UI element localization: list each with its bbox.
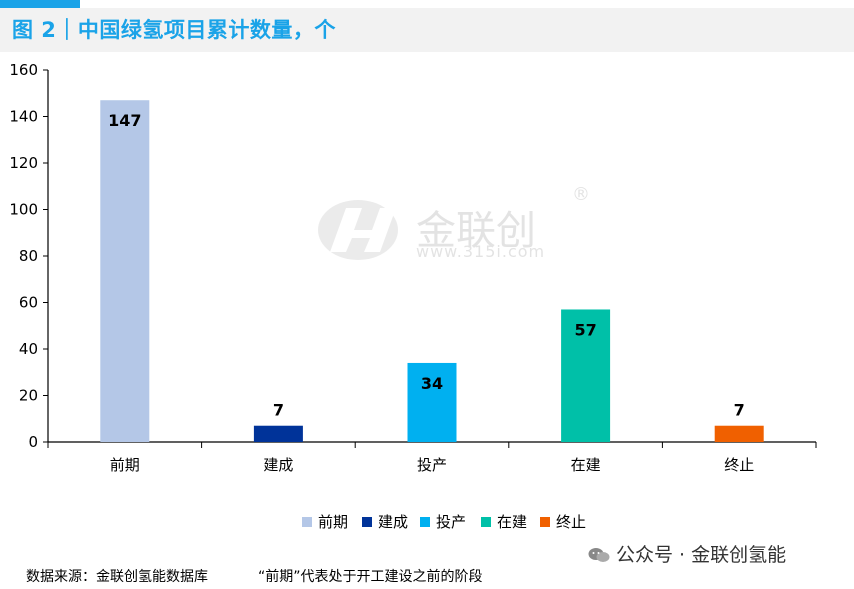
legend-label: 终止 — [556, 513, 587, 531]
data-label: 34 — [421, 374, 443, 393]
data-label: 57 — [574, 320, 596, 339]
y-tick-label: 120 — [9, 154, 38, 172]
legend-label: 建成 — [378, 513, 409, 531]
legend-swatch — [302, 517, 312, 527]
x-tick-label: 前期 — [110, 456, 140, 474]
legend-swatch — [362, 517, 372, 527]
x-tick-label: 投产 — [417, 456, 447, 474]
title-bar — [0, 8, 854, 52]
bar-3 — [407, 362, 457, 442]
legend-label: 前期 — [318, 513, 349, 531]
legend-item: 建成 — [362, 511, 408, 532]
data-labels: 147 7 34 57 7 — [108, 111, 745, 420]
wechat-account-name: 公众号 · 金联创氢能 — [616, 544, 787, 566]
y-tick-label: 160 — [9, 61, 38, 79]
legend-item: 终止 — [540, 511, 586, 532]
title-accent-bar — [0, 0, 80, 8]
wechat-account: 公众号 · 金联创氢能 — [588, 540, 786, 567]
source-note: 数据来源：金联创氢能数据库 — [26, 569, 208, 585]
watermark-url: www.315i.com — [416, 242, 546, 261]
legend-item: 在建 — [481, 511, 527, 532]
wechat-icon — [588, 548, 610, 562]
watermark-registered-mark: ® — [572, 184, 590, 205]
legend-swatch — [481, 517, 491, 527]
footer: 数据来源：金联创氢能数据库 “前期”代表处于开工建设之前的阶段 公众号 · 金联… — [0, 544, 854, 588]
y-tick-label: 60 — [19, 294, 38, 312]
legend-swatch — [420, 517, 430, 527]
y-tick-label: 20 — [19, 387, 38, 405]
legend-swatch — [540, 517, 550, 527]
bar-2 — [253, 425, 303, 442]
bar-5 — [714, 425, 764, 442]
legend-label: 在建 — [497, 513, 528, 531]
bars — [100, 100, 764, 442]
y-axis: 0 20 40 60 80 100 120 140 160 — [9, 61, 49, 451]
legend-item: 投产 — [420, 511, 466, 532]
x-tick-label: 在建 — [571, 456, 601, 474]
data-label: 7 — [734, 401, 745, 420]
bar-4 — [561, 309, 611, 442]
bar-chart: 0 20 40 60 80 100 120 140 160 前期 建成 投产 在建 终止 147 7 34 5… — [9, 61, 817, 474]
data-label: 147 — [108, 111, 141, 130]
y-tick-label: 140 — [9, 108, 38, 126]
legend-item: 前期 — [302, 511, 348, 532]
y-tick-label: 100 — [9, 201, 38, 219]
y-tick-label: 40 — [19, 340, 38, 358]
legend-label: 投产 — [436, 513, 467, 531]
data-label: 7 — [273, 401, 284, 420]
x-tick-label: 建成 — [263, 456, 293, 474]
x-tick-label: 终止 — [724, 456, 754, 474]
x-axis: 前期 建成 投产 在建 终止 — [47, 441, 817, 474]
watermark-text: 金联创 — [416, 208, 536, 254]
y-tick-label: 80 — [19, 247, 38, 265]
definition-note: “前期”代表处于开工建设之前的阶段 — [258, 569, 483, 585]
bar-1 — [100, 100, 150, 442]
page-title: 图 2｜中国绿氢项目累计数量，个 — [12, 18, 336, 42]
watermark-logo-icon — [318, 200, 398, 260]
chart-legend: 前期 建成 投产 在建 终止 — [0, 511, 854, 533]
y-tick-label: 0 — [28, 433, 38, 451]
